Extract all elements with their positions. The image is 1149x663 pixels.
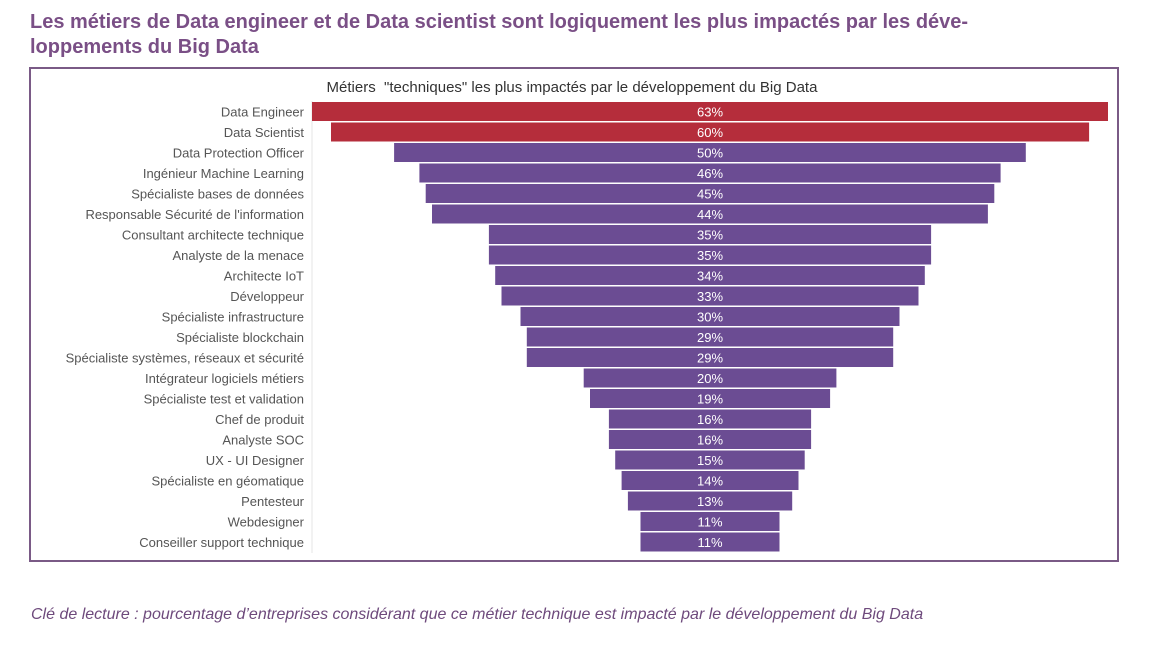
bar-16 xyxy=(608,430,812,449)
bar-15 xyxy=(608,409,812,429)
value-label-7: 35% xyxy=(697,248,723,263)
bar-8 xyxy=(495,266,925,285)
funnel-bar-chart: Métiers "techniques" les plus impactés p… xyxy=(66,79,1108,553)
category-label-18: Spécialiste en géomatique xyxy=(152,474,305,489)
value-label-19: 13% xyxy=(697,494,723,509)
category-label-1: Data Scientist xyxy=(224,125,305,140)
category-label-7: Analyste de la menace xyxy=(172,248,304,263)
bar-10 xyxy=(520,307,900,326)
bar-21 xyxy=(640,532,780,552)
category-label-19: Pentesteur xyxy=(241,494,305,509)
bar-2 xyxy=(394,143,1026,162)
category-label-16: Analyste SOC xyxy=(222,433,304,448)
bar-0 xyxy=(312,102,1108,121)
value-label-1: 60% xyxy=(697,125,723,140)
category-label-21: Conseiller support technique xyxy=(139,535,304,550)
bar-14 xyxy=(590,389,831,408)
category-label-12: Spécialiste systèmes, réseaux et sécurit… xyxy=(66,351,304,366)
category-label-14: Spécialiste test et validation xyxy=(144,392,304,407)
value-label-8: 34% xyxy=(697,269,723,284)
category-label-3: Ingénieur Machine Learning xyxy=(143,166,304,181)
headline: Les métiers de Data engineer et de Data … xyxy=(30,10,1110,60)
category-label-8: Architecte IoT xyxy=(224,269,304,284)
value-label-9: 33% xyxy=(697,289,723,304)
category-label-11: Spécialiste blockchain xyxy=(176,330,304,345)
value-label-18: 14% xyxy=(697,474,723,489)
bar-17 xyxy=(615,450,805,470)
value-label-11: 29% xyxy=(697,330,723,345)
value-label-17: 15% xyxy=(697,453,723,468)
bar-6 xyxy=(488,225,932,244)
chart-frame: Métiers "techniques" les plus impactés p… xyxy=(29,67,1119,562)
value-label-5: 44% xyxy=(697,207,723,222)
category-label-20: Webdesigner xyxy=(228,515,305,530)
bar-1 xyxy=(331,122,1090,142)
bars-group xyxy=(312,102,1108,552)
category-label-15: Chef de produit xyxy=(215,412,304,427)
bar-7 xyxy=(488,245,932,265)
value-label-21: 11% xyxy=(697,535,722,550)
value-label-0: 63% xyxy=(697,105,723,120)
value-label-15: 16% xyxy=(697,412,723,427)
headline-line-2: loppements du Big Data xyxy=(30,36,259,58)
category-label-10: Spécialiste infrastructure xyxy=(162,310,304,325)
category-label-2: Data Protection Officer xyxy=(173,146,305,161)
chart-title: Métiers "techniques" les plus impactés p… xyxy=(327,79,819,96)
value-label-13: 20% xyxy=(697,371,723,386)
bar-13 xyxy=(583,368,837,388)
reading-key-caption: Clé de lecture : pourcentage d’entrepris… xyxy=(31,606,924,623)
category-label-9: Développeur xyxy=(230,289,304,304)
value-label-4: 45% xyxy=(697,187,723,202)
category-label-13: Intégrateur logiciels métiers xyxy=(145,371,304,386)
value-label-3: 46% xyxy=(697,166,723,181)
bar-3 xyxy=(419,163,1001,183)
bar-18 xyxy=(621,471,799,490)
value-label-14: 19% xyxy=(697,392,723,407)
category-label-17: UX - UI Designer xyxy=(206,453,305,468)
bar-9 xyxy=(501,286,919,306)
bar-19 xyxy=(627,491,793,511)
bar-4 xyxy=(425,184,995,203)
value-label-20: 11% xyxy=(697,515,722,530)
category-label-6: Consultant architecte technique xyxy=(122,228,304,243)
value-labels-group: 63% 60% 50% 46% 45% 44% 35% 35% 34% 33% 30% 29% 29% 2… xyxy=(697,105,723,551)
category-label-0: Data Engineer xyxy=(221,105,305,120)
category-label-5: Responsable Sécurité de l'information xyxy=(85,207,304,222)
category-label-4: Spécialiste bases de données xyxy=(131,187,304,202)
value-label-12: 29% xyxy=(697,351,723,366)
value-label-16: 16% xyxy=(697,433,723,448)
value-label-10: 30% xyxy=(697,310,723,325)
bar-5 xyxy=(432,204,988,224)
bar-11 xyxy=(526,327,894,347)
headline-line-1: Les métiers de Data engineer et de Data … xyxy=(30,11,969,33)
bar-20 xyxy=(640,512,780,531)
value-label-2: 50% xyxy=(697,146,723,161)
bar-12 xyxy=(526,348,894,367)
value-label-6: 35% xyxy=(697,228,723,243)
category-labels-group: Data Engineer Data Scientist Data Protecti… xyxy=(66,105,305,551)
